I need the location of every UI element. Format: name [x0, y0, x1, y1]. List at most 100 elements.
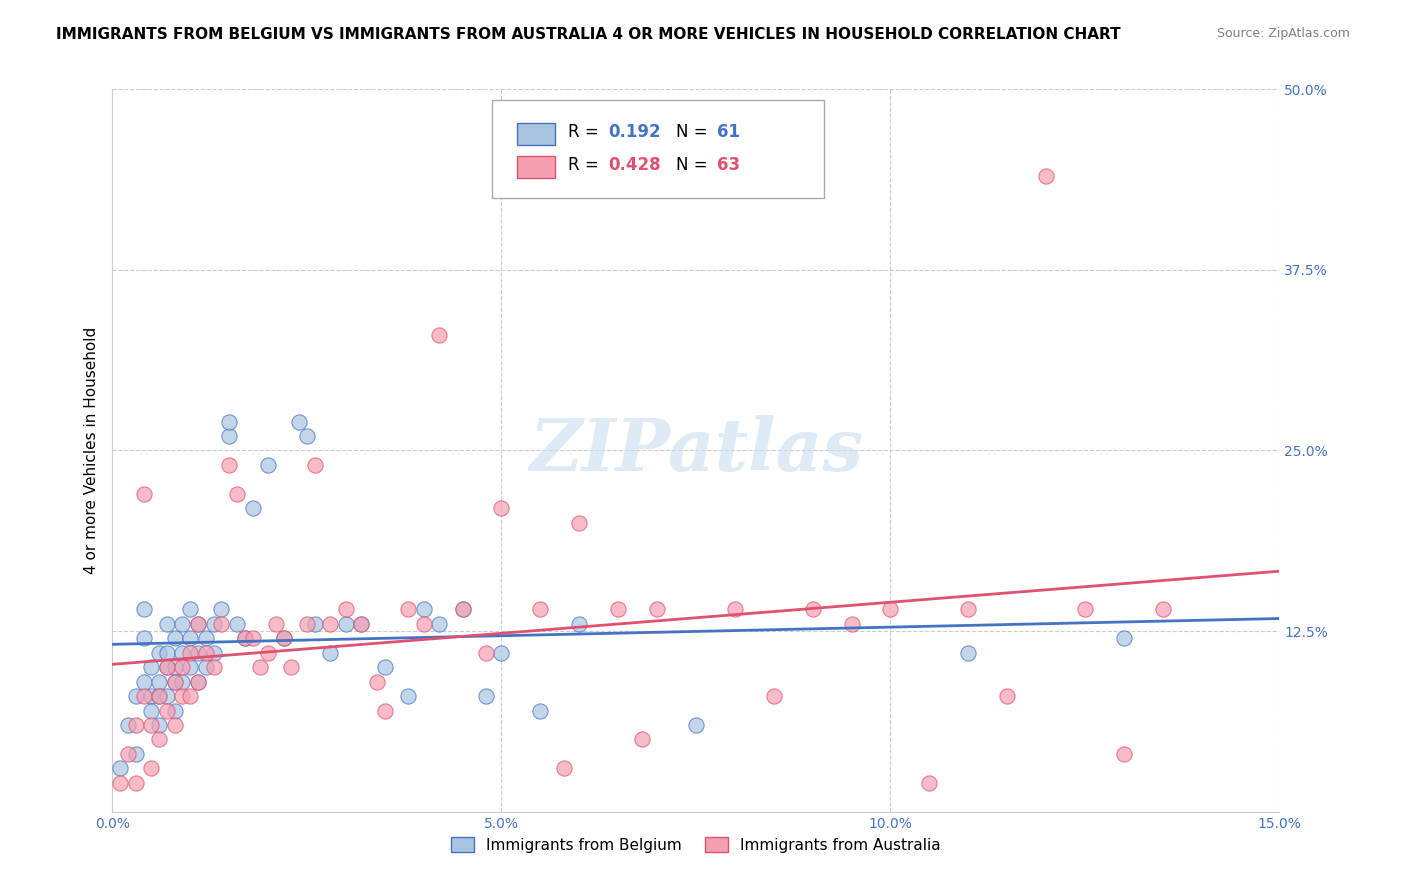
Point — [218, 429, 240, 443]
Point — [179, 689, 201, 703]
Point — [529, 602, 551, 616]
Point — [264, 616, 287, 631]
Point — [226, 616, 249, 631]
Point — [491, 646, 513, 660]
Point — [148, 732, 170, 747]
Point — [918, 776, 941, 790]
Point — [350, 616, 373, 631]
Point — [132, 602, 155, 616]
Point — [125, 776, 148, 790]
Point — [110, 761, 132, 775]
Point — [304, 616, 326, 631]
Point — [156, 616, 179, 631]
Point — [141, 689, 163, 703]
Point — [295, 616, 318, 631]
Point — [172, 646, 194, 660]
Legend: Immigrants from Belgium, Immigrants from Australia: Immigrants from Belgium, Immigrants from… — [441, 828, 950, 862]
Point — [568, 616, 591, 631]
Point — [226, 487, 249, 501]
Point — [957, 602, 980, 616]
FancyBboxPatch shape — [517, 156, 555, 178]
Point — [257, 646, 280, 660]
Point — [233, 632, 256, 646]
Point — [141, 704, 163, 718]
Point — [148, 718, 170, 732]
Point — [607, 602, 630, 616]
Text: N =: N = — [676, 156, 713, 174]
Point — [319, 646, 342, 660]
Point — [295, 429, 318, 443]
Point — [187, 616, 209, 631]
Point — [148, 674, 170, 689]
Point — [194, 632, 217, 646]
Point — [125, 747, 148, 761]
FancyBboxPatch shape — [492, 100, 824, 198]
Text: N =: N = — [676, 123, 713, 141]
Point — [187, 674, 209, 689]
Point — [233, 632, 256, 646]
Point — [172, 616, 194, 631]
Point — [553, 761, 575, 775]
Point — [1152, 602, 1174, 616]
Point — [724, 602, 747, 616]
Point — [451, 602, 474, 616]
Point — [125, 689, 148, 703]
Point — [132, 487, 155, 501]
Point — [801, 602, 824, 616]
Point — [995, 689, 1018, 703]
Point — [148, 646, 170, 660]
Point — [374, 660, 396, 674]
Point — [132, 689, 155, 703]
Point — [209, 602, 232, 616]
Point — [412, 602, 434, 616]
Point — [288, 415, 311, 429]
Point — [218, 415, 240, 429]
Point — [645, 602, 668, 616]
Point — [179, 660, 201, 674]
Point — [148, 689, 170, 703]
Point — [163, 718, 186, 732]
Text: Source: ZipAtlas.com: Source: ZipAtlas.com — [1216, 27, 1350, 40]
Point — [249, 660, 271, 674]
Point — [374, 704, 396, 718]
Point — [1112, 747, 1135, 761]
Point — [319, 616, 342, 631]
Point — [163, 632, 186, 646]
Point — [179, 646, 201, 660]
Point — [396, 689, 419, 703]
Point — [396, 602, 419, 616]
Point — [1112, 632, 1135, 646]
Point — [957, 646, 980, 660]
Point — [163, 674, 186, 689]
Point — [202, 616, 225, 631]
Point — [117, 718, 139, 732]
Point — [685, 718, 707, 732]
Text: 61: 61 — [717, 123, 740, 141]
Point — [427, 616, 450, 631]
Y-axis label: 4 or more Vehicles in Household: 4 or more Vehicles in Household — [83, 326, 98, 574]
Point — [156, 660, 179, 674]
Point — [156, 660, 179, 674]
Text: IMMIGRANTS FROM BELGIUM VS IMMIGRANTS FROM AUSTRALIA 4 OR MORE VEHICLES IN HOUSE: IMMIGRANTS FROM BELGIUM VS IMMIGRANTS FR… — [56, 27, 1121, 42]
Point — [257, 458, 280, 472]
Point — [366, 674, 388, 689]
Point — [187, 646, 209, 660]
Point — [132, 632, 155, 646]
Point — [1074, 602, 1097, 616]
Point — [879, 602, 901, 616]
Point — [163, 660, 186, 674]
Point — [179, 632, 201, 646]
Point — [242, 501, 264, 516]
Point — [179, 602, 201, 616]
Point — [273, 632, 295, 646]
Point — [475, 689, 498, 703]
Point — [304, 458, 326, 472]
Point — [156, 704, 179, 718]
Point — [172, 660, 194, 674]
Point — [475, 646, 498, 660]
FancyBboxPatch shape — [517, 123, 555, 145]
Point — [156, 646, 179, 660]
Text: ZIPatlas: ZIPatlas — [529, 415, 863, 486]
Text: 0.192: 0.192 — [609, 123, 661, 141]
Point — [202, 660, 225, 674]
